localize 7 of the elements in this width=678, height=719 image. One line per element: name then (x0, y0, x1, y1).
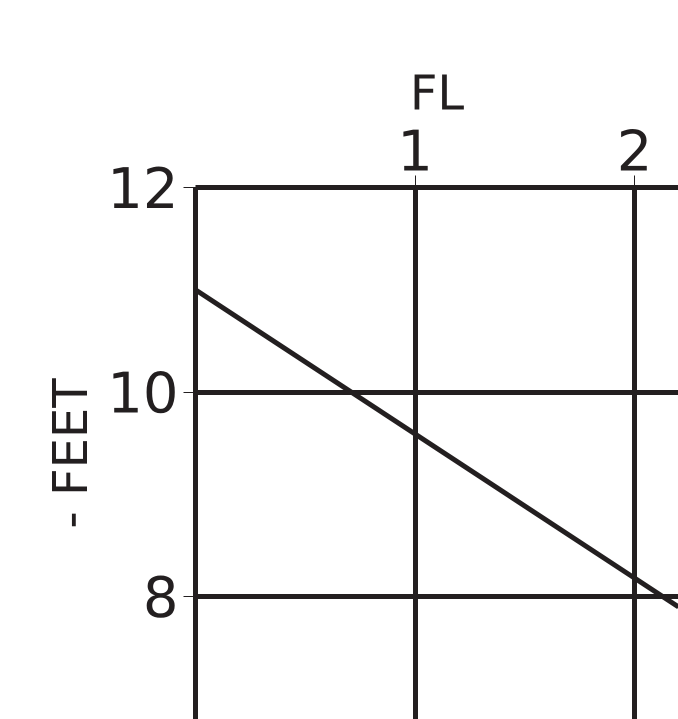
y-axis-title: - FEET (43, 378, 100, 529)
x-tick-label: 2 (616, 120, 652, 184)
y-tick-label: 12 (107, 157, 179, 222)
x-axis-title: FL (410, 66, 464, 122)
y-tick-label: 8 (142, 566, 179, 632)
y-tick-label: 10 (107, 362, 179, 427)
x-tick-label: 1 (397, 120, 433, 184)
